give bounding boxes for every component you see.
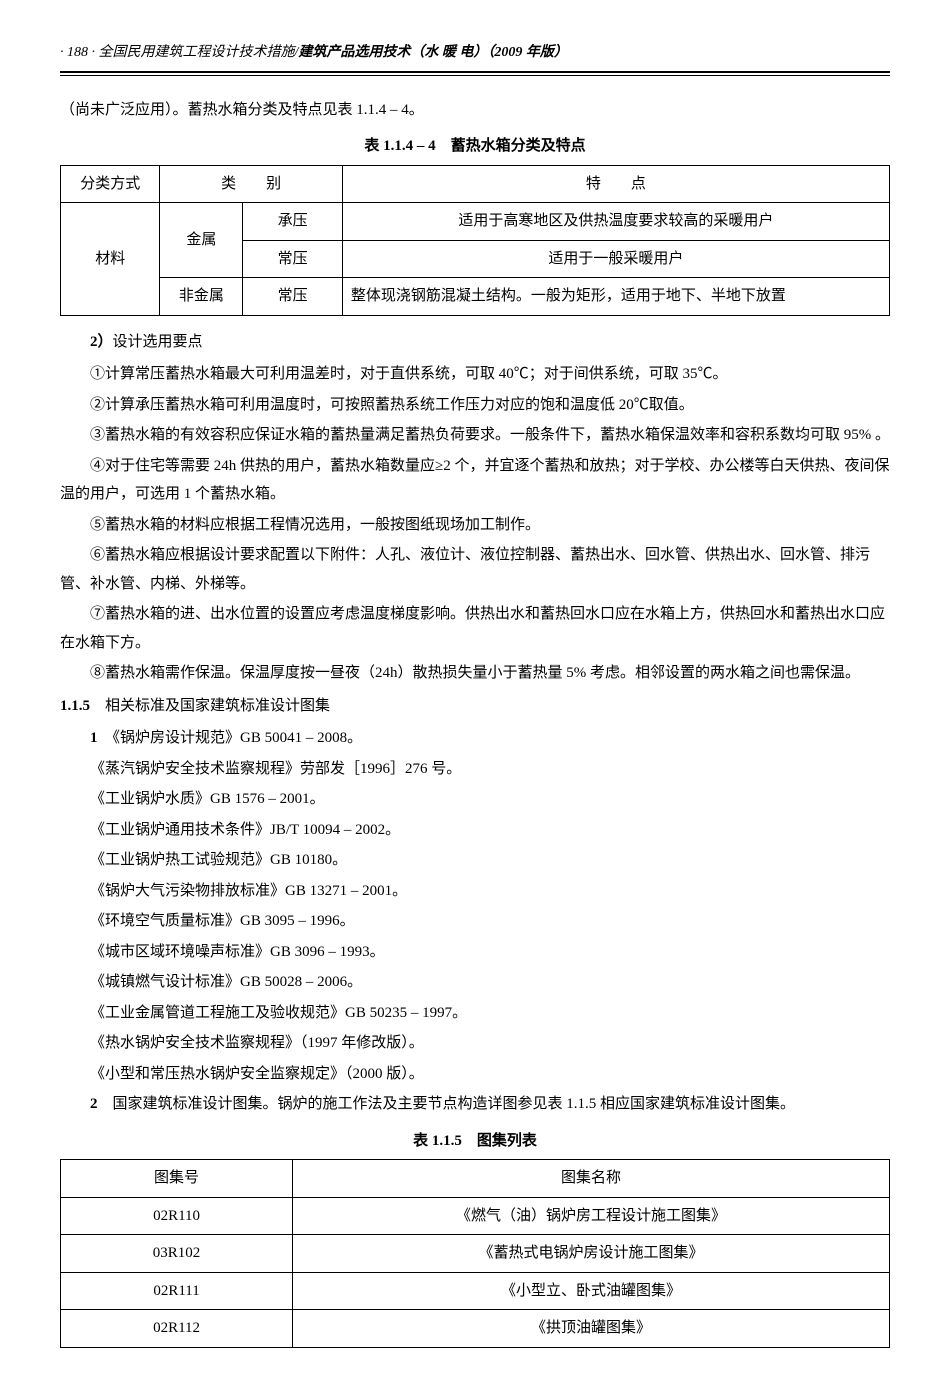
- lead-text: 设计选用要点: [113, 334, 203, 350]
- cell: 适用于一般采暖用户: [342, 240, 889, 278]
- table2-h1: 图集号: [61, 1160, 293, 1198]
- heading-num: 1.1.5: [60, 698, 90, 714]
- point-5: ⑤蓄热水箱的材料应根据工程情况选用，一般按图纸现场加工制作。: [60, 511, 890, 540]
- header-title-plain: 全国民用建筑工程设计技术措施/: [99, 45, 299, 60]
- table2-caption: 表 1.1.5 图集列表: [60, 1127, 890, 1156]
- cell: 常压: [243, 240, 342, 278]
- cell: 材料: [61, 203, 160, 316]
- table-row: 非金属 常压 整体现浇钢筋混凝土结构。一般为矩形，适用于地下、半地下放置: [61, 278, 890, 316]
- table-row: 分类方式 类 别 特 点: [61, 165, 890, 203]
- table1-h3: 特 点: [342, 165, 889, 203]
- point-2: ②计算承压蓄热水箱可利用温度时，可按照蓄热系统工作压力对应的饱和温度低 20℃取…: [60, 391, 890, 420]
- table-row: 02R110 《燃气（油）锅炉房工程设计施工图集》: [61, 1197, 890, 1235]
- para-2: 2 国家建筑标准设计图集。锅炉的施工作法及主要节点构造详图参见表 1.1.5 相…: [60, 1090, 890, 1119]
- std-item: 《城市区域环境噪声标准》GB 3096 – 1993。: [60, 938, 890, 967]
- page-number: · 188 ·: [60, 45, 95, 60]
- std-item: 《城镇燃气设计标准》GB 50028 – 2006。: [60, 968, 890, 997]
- cell: 03R102: [61, 1235, 293, 1273]
- std-lead-num: 1: [90, 730, 98, 746]
- table-row: 03R102 《蓄热式电锅炉房设计施工图集》: [61, 1235, 890, 1273]
- cell: 适用于高寒地区及供热温度要求较高的采暖用户: [342, 203, 889, 241]
- table1-h1: 分类方式: [61, 165, 160, 203]
- std-item: 《工业锅炉通用技术条件》JB/T 10094 – 2002。: [60, 816, 890, 845]
- table-row: 02R111 《小型立、卧式油罐图集》: [61, 1272, 890, 1310]
- cell: 整体现浇钢筋混凝土结构。一般为矩形，适用于地下、半地下放置: [342, 278, 889, 316]
- table-row: 02R112 《拱顶油罐图集》: [61, 1310, 890, 1348]
- std-lead-text: 《锅炉房设计规范》GB 50041 – 2008。: [113, 730, 363, 746]
- cell: 02R110: [61, 1197, 293, 1235]
- point-6: ⑥蓄热水箱应根据设计要求配置以下附件：人孔、液位计、液位控制器、蓄热出水、回水管…: [60, 541, 890, 598]
- lead-num: 2）: [90, 334, 113, 350]
- point-3: ③蓄热水箱的有效容积应保证水箱的蓄热量满足蓄热负荷要求。一般条件下，蓄热水箱保温…: [60, 421, 890, 450]
- std-item: 《工业金属管道工程施工及验收规范》GB 50235 – 1997。: [60, 999, 890, 1028]
- std-lead: 1 《锅炉房设计规范》GB 50041 – 2008。: [60, 724, 890, 753]
- cell: 《蓄热式电锅炉房设计施工图集》: [293, 1235, 890, 1273]
- point-4: ④对于住宅等需要 24h 供热的用户，蓄热水箱数量应≥2 个，并宜逐个蓄热和放热…: [60, 452, 890, 509]
- cell: 金属: [160, 203, 243, 278]
- table1-caption: 表 1.1.4 – 4 蓄热水箱分类及特点: [60, 132, 890, 161]
- std-item: 《工业锅炉热工试验规范》GB 10180。: [60, 846, 890, 875]
- header-rule: [60, 75, 890, 76]
- std-item: 《蒸汽锅炉安全技术监察规程》劳部发［1996］276 号。: [60, 755, 890, 784]
- heading-1-1-5: 1.1.5 相关标准及国家建筑标准设计图集: [60, 692, 890, 721]
- table-row: 材料 金属 承压 适用于高寒地区及供热温度要求较高的采暖用户: [61, 203, 890, 241]
- table2-h2: 图集名称: [293, 1160, 890, 1198]
- header-title-bold: 建筑产品选用技术（水 暖 电）（2009 年版）: [298, 45, 568, 60]
- cell: 02R111: [61, 1272, 293, 1310]
- para2-num: 2: [90, 1096, 98, 1112]
- page-header: · 188 · 全国民用建筑工程设计技术措施/建筑产品选用技术（水 暖 电）（2…: [60, 40, 890, 73]
- point-7: ⑦蓄热水箱的进、出水位置的设置应考虑温度梯度影响。供热出水和蓄热回水口应在水箱上…: [60, 600, 890, 657]
- table2: 图集号 图集名称 02R110 《燃气（油）锅炉房工程设计施工图集》 03R10…: [60, 1159, 890, 1348]
- heading-text: 相关标准及国家建筑标准设计图集: [105, 698, 330, 714]
- cell: 非金属: [160, 278, 243, 316]
- std-item: 《环境空气质量标准》GB 3095 – 1996。: [60, 907, 890, 936]
- section-2-lead: 2）设计选用要点: [60, 328, 890, 357]
- std-item: 《工业锅炉水质》GB 1576 – 2001。: [60, 785, 890, 814]
- point-8: ⑧蓄热水箱需作保温。保温厚度按一昼夜（24h）散热损失量小于蓄热量 5% 考虑。…: [60, 659, 890, 688]
- cell: 常压: [243, 278, 342, 316]
- table1: 分类方式 类 别 特 点 材料 金属 承压 适用于高寒地区及供热温度要求较高的采…: [60, 165, 890, 316]
- cell: 《燃气（油）锅炉房工程设计施工图集》: [293, 1197, 890, 1235]
- intro-line: （尚未广泛应用）。蓄热水箱分类及特点见表 1.1.4 – 4。: [60, 96, 890, 125]
- cell: 承压: [243, 203, 342, 241]
- table1-h2: 类 别: [160, 165, 342, 203]
- point-1: ①计算常压蓄热水箱最大可利用温差时，对于直供系统，可取 40℃；对于间供系统，可…: [60, 360, 890, 389]
- cell: 02R112: [61, 1310, 293, 1348]
- std-item: 《热水锅炉安全技术监察规程》（1997 年修改版）。: [60, 1029, 890, 1058]
- std-item: 《小型和常压热水锅炉安全监察规定》（2000 版）。: [60, 1060, 890, 1089]
- para2-text: 国家建筑标准设计图集。锅炉的施工作法及主要节点构造详图参见表 1.1.5 相应国…: [113, 1096, 796, 1112]
- cell: 《拱顶油罐图集》: [293, 1310, 890, 1348]
- std-item: 《锅炉大气污染物排放标准》GB 13271 – 2001。: [60, 877, 890, 906]
- table-row: 图集号 图集名称: [61, 1160, 890, 1198]
- cell: 《小型立、卧式油罐图集》: [293, 1272, 890, 1310]
